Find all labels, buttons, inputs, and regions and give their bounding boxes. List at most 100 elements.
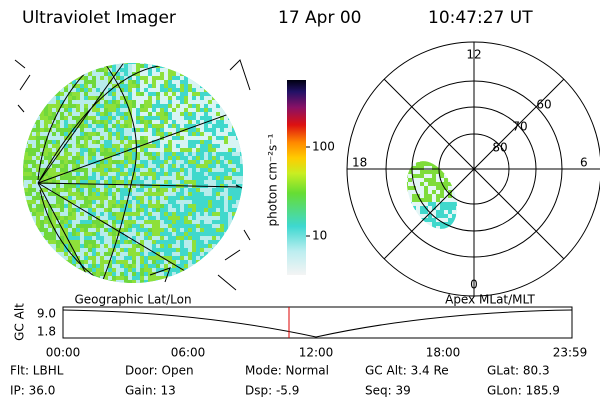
image-pixel bbox=[23, 92, 24, 96]
image-pixel bbox=[224, 208, 228, 212]
image-pixel bbox=[436, 166, 440, 170]
image-pixel bbox=[148, 184, 152, 188]
image-pixel bbox=[32, 96, 36, 100]
image-pixel bbox=[100, 80, 104, 84]
image-pixel bbox=[140, 76, 144, 80]
image-label: Geographic Lat/Lon bbox=[74, 293, 191, 307]
image-pixel bbox=[76, 100, 80, 104]
image-pixel bbox=[24, 196, 28, 200]
image-pixel bbox=[120, 188, 124, 192]
image-pixel bbox=[36, 204, 40, 208]
image-pixel bbox=[100, 204, 104, 208]
image-pixel bbox=[88, 180, 92, 184]
image-pixel bbox=[52, 204, 56, 208]
image-pixel bbox=[24, 284, 28, 288]
image-pixel bbox=[416, 158, 420, 162]
image-pixel bbox=[92, 188, 96, 192]
image-pixel bbox=[208, 200, 212, 204]
image-pixel bbox=[168, 200, 172, 204]
image-pixel bbox=[72, 136, 76, 140]
image-pixel bbox=[84, 216, 88, 220]
image-pixel bbox=[424, 214, 428, 218]
image-pixel bbox=[224, 288, 228, 292]
image-pixel bbox=[84, 224, 88, 228]
image-pixel bbox=[460, 238, 464, 242]
image-pixel bbox=[188, 124, 192, 128]
image-pixel bbox=[120, 196, 124, 200]
image-pixel bbox=[228, 72, 232, 76]
image-pixel bbox=[444, 158, 448, 162]
image-pixel bbox=[236, 144, 240, 148]
image-pixel bbox=[116, 168, 120, 172]
image-pixel bbox=[444, 170, 448, 174]
image-pixel bbox=[136, 168, 140, 172]
image-pixel bbox=[168, 120, 172, 124]
image-pixel bbox=[216, 200, 220, 204]
image-pixel bbox=[208, 192, 212, 196]
image-pixel bbox=[120, 160, 124, 164]
image-pixel bbox=[448, 234, 452, 237]
image-pixel bbox=[160, 188, 164, 192]
image-pixel bbox=[204, 168, 208, 172]
image-pixel bbox=[136, 228, 140, 232]
image-pixel bbox=[80, 268, 84, 272]
image-pixel bbox=[172, 68, 176, 72]
image-pixel bbox=[148, 188, 152, 192]
image-pixel bbox=[84, 252, 88, 256]
image-pixel bbox=[92, 264, 96, 268]
image-pixel bbox=[172, 216, 176, 220]
image-pixel bbox=[96, 188, 100, 192]
image-pixel bbox=[424, 158, 428, 162]
image-pixel bbox=[72, 192, 76, 196]
image-pixel bbox=[212, 76, 216, 80]
image-pixel bbox=[192, 168, 196, 172]
image-pixel bbox=[224, 140, 228, 144]
image-pixel bbox=[100, 248, 104, 252]
image-pixel bbox=[60, 280, 64, 283]
image-pixel bbox=[132, 264, 136, 268]
image-pixel bbox=[144, 64, 148, 68]
image-pixel bbox=[460, 218, 464, 222]
image-pixel bbox=[200, 260, 204, 264]
image-pixel bbox=[80, 204, 84, 208]
image-pixel bbox=[188, 100, 192, 104]
image-pixel bbox=[184, 172, 188, 176]
image-pixel bbox=[28, 212, 32, 216]
image-pixel bbox=[172, 208, 176, 212]
image-pixel bbox=[132, 108, 136, 112]
image-pixel bbox=[104, 176, 108, 180]
image-pixel bbox=[416, 182, 420, 186]
image-pixel bbox=[452, 170, 456, 174]
image-pixel bbox=[84, 256, 88, 260]
image-pixel bbox=[452, 218, 456, 222]
image-pixel bbox=[24, 172, 28, 176]
image-pixel bbox=[52, 96, 56, 100]
lat-label: 60 bbox=[536, 98, 551, 112]
image-pixel bbox=[52, 136, 56, 140]
image-pixel bbox=[40, 232, 44, 236]
image-pixel bbox=[232, 188, 236, 192]
image-pixel bbox=[224, 200, 228, 204]
image-pixel bbox=[92, 108, 96, 112]
image-pixel bbox=[32, 76, 36, 80]
image-pixel bbox=[116, 224, 120, 228]
image-pixel bbox=[72, 63, 76, 64]
image-pixel bbox=[240, 176, 243, 180]
image-pixel bbox=[180, 284, 184, 288]
image-pixel bbox=[28, 108, 32, 112]
image-pixel bbox=[76, 140, 80, 144]
image-pixel bbox=[212, 228, 216, 232]
image-pixel bbox=[100, 260, 104, 264]
image-pixel bbox=[428, 194, 432, 198]
altitude-ytick: 9.0 bbox=[37, 307, 56, 321]
image-pixel bbox=[96, 88, 100, 92]
image-pixel bbox=[116, 63, 120, 64]
image-pixel bbox=[36, 288, 40, 292]
image-pixel bbox=[28, 264, 32, 268]
image-pixel bbox=[220, 256, 224, 260]
image-pixel bbox=[132, 76, 136, 80]
image-pixel bbox=[36, 244, 40, 248]
image-pixel bbox=[32, 288, 36, 292]
image-pixel bbox=[192, 240, 196, 244]
image-pixel bbox=[116, 156, 120, 160]
